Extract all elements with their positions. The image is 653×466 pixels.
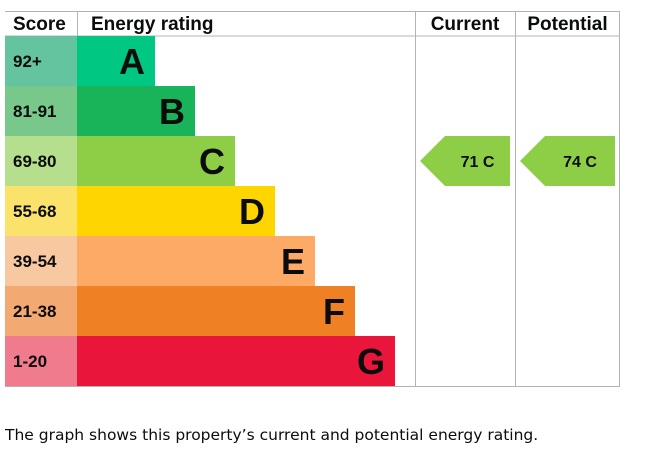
score-cell-c xyxy=(5,136,77,186)
header-energy-rating: Energy rating xyxy=(91,14,213,35)
bar-a xyxy=(77,36,155,86)
score-cell-d xyxy=(5,186,77,236)
band-letter-a: A xyxy=(119,41,145,82)
score-label-e: 39-54 xyxy=(13,252,57,271)
potential-rating-arrow xyxy=(520,136,615,186)
rating-indicators: 71 C 74 C xyxy=(420,136,615,186)
current-rating-label: 71 C xyxy=(461,154,495,171)
bar-e xyxy=(77,236,315,286)
score-label-g: 1-20 xyxy=(13,352,47,371)
band-letter-d: D xyxy=(239,191,265,232)
rating-bands: 92+ A 81-91 B 69-80 C 55-68 D 39-54 E 21-38 F 1-20 G xyxy=(5,36,395,386)
header-score: Score xyxy=(13,14,66,35)
bar-d xyxy=(77,186,275,236)
score-label-f: 21-38 xyxy=(13,302,56,321)
bar-f xyxy=(77,286,355,336)
score-cell-g xyxy=(5,336,77,386)
score-label-c: 69-80 xyxy=(13,152,56,171)
band-letter-g: G xyxy=(357,341,385,382)
energy-rating-chart: Score Energy rating Current Potential 92+ A 8… xyxy=(5,11,620,387)
score-label-d: 55-68 xyxy=(13,202,56,221)
score-cell-b xyxy=(5,86,77,136)
band-letter-b: B xyxy=(159,91,185,132)
current-rating-arrow xyxy=(420,136,510,186)
band-letter-e: E xyxy=(281,241,305,282)
score-label-a: 92+ xyxy=(13,52,42,71)
score-label-b: 81-91 xyxy=(13,102,56,121)
chart-caption: The graph shows this property’s current … xyxy=(5,426,539,444)
bar-b xyxy=(77,86,195,136)
score-cell-f xyxy=(5,286,77,336)
potential-rating-label: 74 C xyxy=(563,154,597,171)
score-cell-a xyxy=(5,36,77,86)
score-cell-e xyxy=(5,236,77,286)
band-letter-c: C xyxy=(199,141,225,182)
header-potential: Potential xyxy=(527,14,607,35)
bar-g xyxy=(77,336,395,386)
header-current: Current xyxy=(431,14,500,35)
column-headers: Score Energy rating Current Potential xyxy=(13,14,608,35)
band-letter-f: F xyxy=(323,291,345,332)
bar-c xyxy=(77,136,235,186)
